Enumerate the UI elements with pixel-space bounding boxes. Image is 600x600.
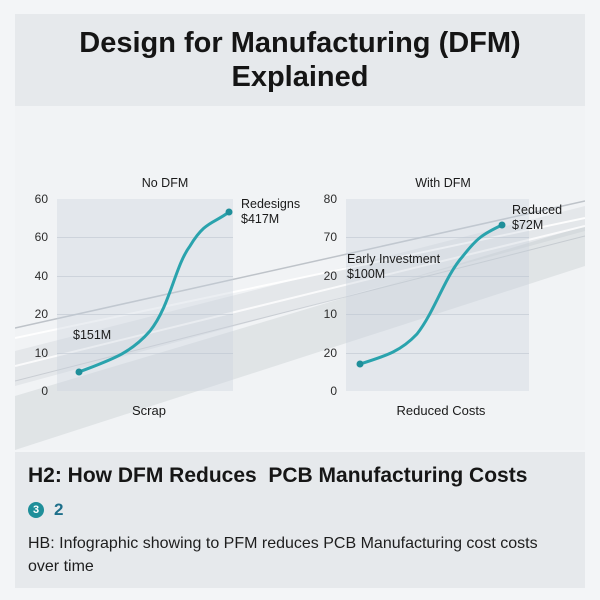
gridline bbox=[346, 276, 529, 277]
section-heading: H2: How DFM Reduces PCB Manufacturing Co… bbox=[28, 464, 528, 487]
step-count: 2 bbox=[54, 500, 64, 519]
title-banner: Design for Manufacturing (DFM) Explained bbox=[15, 14, 585, 106]
caption-text: HB: Infographic showing to PFM reduces P… bbox=[28, 535, 538, 575]
y-tick: 40 bbox=[34, 269, 48, 283]
y-tick: 20 bbox=[34, 307, 48, 321]
gridline bbox=[346, 353, 529, 354]
plot-area-no-dfm bbox=[57, 199, 233, 391]
y-tick: 70 bbox=[323, 230, 337, 244]
gridline bbox=[346, 314, 529, 315]
gridline bbox=[346, 237, 529, 238]
x-axis-label-with-dfm: Reduced Costs bbox=[396, 403, 486, 418]
footer-panel: H2: How DFM Reduces PCB Manufacturing Co… bbox=[15, 452, 585, 588]
annotation-end-label-no-dfm: Redesigns bbox=[241, 197, 301, 211]
annotation-start-label-with-dfm: Early Investment bbox=[347, 252, 441, 266]
step-indicator: 3 2 bbox=[28, 500, 63, 520]
y-tick: 80 bbox=[323, 192, 337, 206]
y-tick: 60 bbox=[34, 192, 48, 206]
line-series-no-dfm bbox=[75, 208, 233, 376]
chart-no-dfm: No DFM 60 60 40 20 10 0 $151M Redesigns … bbox=[15, 106, 305, 450]
annotation-end-label-with-dfm: Reduced bbox=[512, 203, 563, 217]
annotation-end-value-no-dfm: $417M bbox=[241, 212, 280, 226]
x-axis-label-no-dfm: Scrap bbox=[132, 403, 166, 418]
y-tick: 10 bbox=[323, 307, 337, 321]
charts-panel: No DFM 60 60 40 20 10 0 $151M Redesigns … bbox=[15, 106, 585, 450]
step-number-badge-icon: 3 bbox=[28, 502, 44, 518]
annotation-end-value-with-dfm: $72M bbox=[512, 218, 544, 232]
gridline bbox=[57, 353, 233, 354]
page-title-line-1: Design for Manufacturing (DFM) bbox=[79, 27, 521, 59]
y-tick: 0 bbox=[330, 384, 337, 398]
chart-title-no-dfm: No DFM bbox=[141, 176, 189, 190]
y-tick: 20 bbox=[323, 346, 337, 360]
y-tick: 0 bbox=[41, 384, 48, 398]
gridline bbox=[57, 237, 233, 238]
decorative-light-streaks bbox=[15, 200, 585, 450]
line-series-with-dfm bbox=[356, 221, 506, 368]
annotation-start-value-with-dfm: $100M bbox=[347, 267, 386, 281]
gridline bbox=[57, 276, 233, 277]
y-tick: 60 bbox=[34, 230, 48, 244]
y-tick: 20 bbox=[323, 269, 337, 283]
gridline bbox=[57, 314, 233, 315]
page-title-line-2: Explained bbox=[231, 61, 369, 93]
chart-with-dfm: With DFM 80 70 20 10 20 0 Early Investme… bbox=[305, 106, 585, 450]
chart-title-with-dfm: With DFM bbox=[415, 176, 471, 190]
annotation-start-no-dfm: $151M bbox=[73, 328, 112, 342]
y-tick: 10 bbox=[34, 346, 48, 360]
